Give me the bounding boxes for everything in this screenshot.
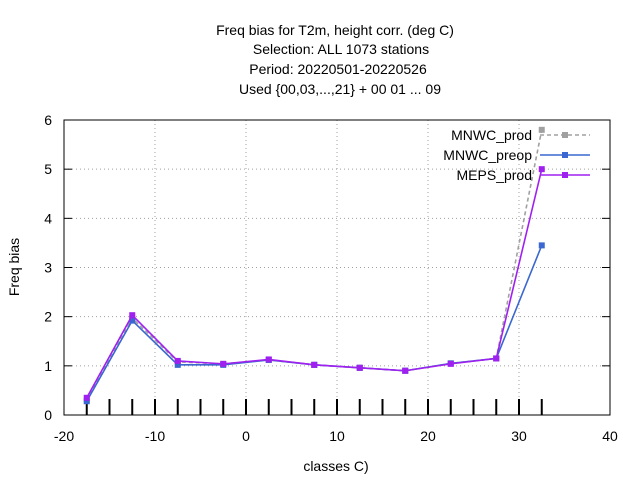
- legend: MNWC_prod MNWC_preop MEPS_prod: [443, 127, 590, 183]
- data-point-MNWC_preop: [538, 242, 545, 249]
- data-point-MEPS_prod: [83, 394, 90, 401]
- x-axis-label: classes C): [303, 458, 368, 474]
- y-tick-label: 2: [44, 309, 52, 325]
- legend-label: MEPS_prod: [457, 167, 532, 183]
- series-MNWC_preop: [83, 242, 545, 405]
- x-tick-label: -10: [145, 428, 165, 444]
- y-tick-label: 5: [44, 161, 52, 177]
- x-tick-label: 10: [329, 428, 345, 444]
- data-point-MEPS_prod: [220, 360, 227, 367]
- legend-label: MNWC_prod: [451, 127, 532, 143]
- x-tick-label: 0: [242, 428, 250, 444]
- title-line-1: Freq bias for T2m, height corr. (deg C): [216, 22, 454, 38]
- data-point-MEPS_prod: [129, 312, 136, 319]
- x-tick-label: 30: [511, 428, 527, 444]
- y-tick-label: 4: [44, 210, 52, 226]
- legend-marker: [562, 152, 568, 158]
- y-axis-label: Freq bias: [6, 238, 22, 296]
- title-line-4: Used {00,03,...,21} + 00 01 ... 09: [239, 81, 441, 97]
- grid: [64, 120, 610, 415]
- data-point-MEPS_prod: [311, 361, 318, 368]
- data-point-MNWC_preop: [83, 398, 90, 405]
- axes: -20 -10 0 10 20 30 40 0 1 2 3 4 5 6: [44, 112, 618, 444]
- data-point-MNWC_preop: [129, 317, 136, 324]
- title-line-2: Selection: ALL 1073 stations: [253, 41, 429, 57]
- legend-marker: [562, 132, 568, 138]
- data-point-MEPS_prod: [447, 360, 454, 367]
- data-point-MEPS_prod: [265, 356, 272, 363]
- y-tick-label: 0: [44, 407, 52, 423]
- data-point-MEPS_prod: [174, 357, 181, 364]
- y-tick-label: 6: [44, 112, 52, 128]
- title-line-3: Period: 20220501-20220526: [249, 61, 427, 77]
- data-point-MEPS_prod: [356, 364, 363, 371]
- y-tick-label: 1: [44, 358, 52, 374]
- series-MEPS_prod: [83, 166, 545, 401]
- chart-title: Freq bias for T2m, height corr. (deg C) …: [216, 22, 454, 97]
- legend-marker: [562, 172, 568, 178]
- data-point-MEPS_prod: [538, 166, 545, 173]
- data-point-MNWC_prod: [538, 126, 545, 133]
- series-lines: [83, 126, 545, 405]
- series-line-MNWC_prod: [86, 129, 543, 401]
- y-tick-label: 3: [44, 260, 52, 276]
- data-point-MNWC_preop: [174, 361, 181, 368]
- x-tick-label: 40: [602, 428, 618, 444]
- legend-label: MNWC_preop: [443, 147, 532, 163]
- x-tick-label: 20: [420, 428, 436, 444]
- data-point-MEPS_prod: [493, 355, 500, 362]
- x-tick-label: -20: [54, 428, 74, 444]
- data-point-MEPS_prod: [402, 367, 409, 374]
